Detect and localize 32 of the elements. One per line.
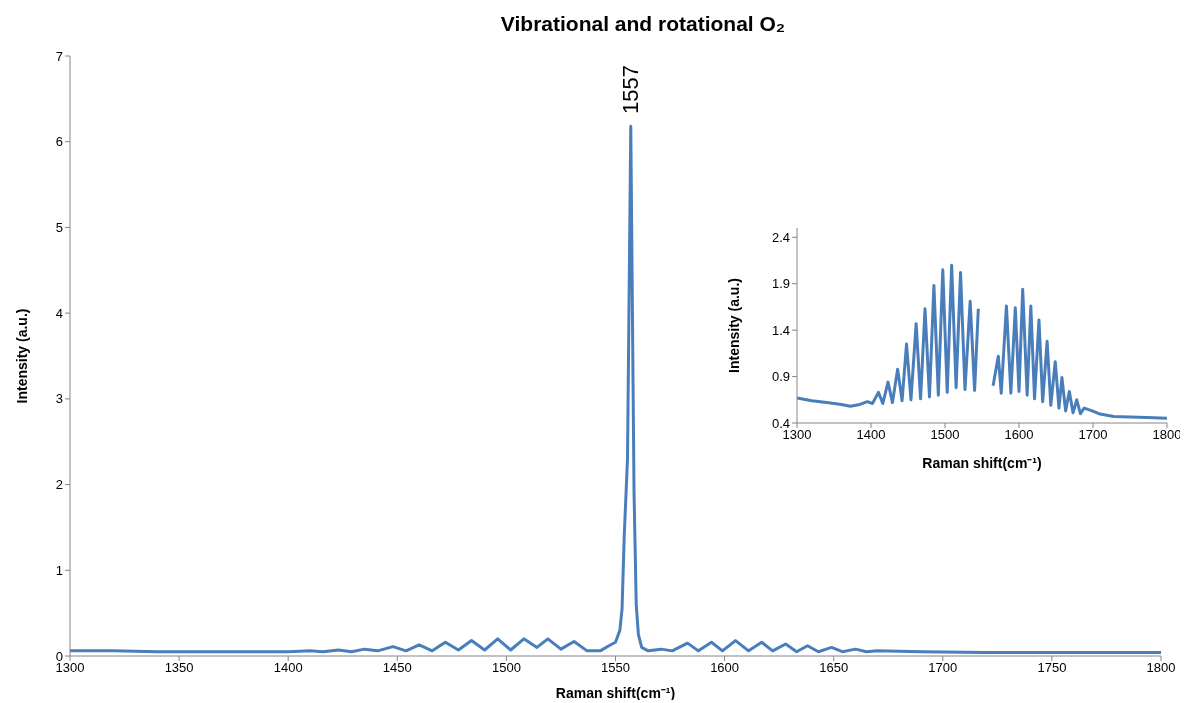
y-axis-title: Intensity (a.u.) [13,308,30,404]
y-tick-label: 2 [55,477,63,493]
y-tick-label: 5 [55,220,63,236]
y-tick-label: 6 [55,134,63,150]
x-tick-label: 1400 [273,660,303,676]
x-tick-label: 1650 [819,660,849,676]
x-axis-title: Raman shift(cm⁻¹) [555,685,676,701]
y-axis-title: Intensity (a.u.) [725,278,742,373]
x-tick-label: 1500 [491,660,521,676]
x-tick-label: 1450 [382,660,412,676]
x-tick-label: 1750 [1037,660,1067,676]
x-tick-label: 1350 [164,660,194,676]
y-tick-label: 4 [55,305,63,321]
y-tick-label: 2.4 [771,229,790,245]
y-tick-label: 1.4 [771,322,790,338]
x-tick-label: 1600 [710,660,740,676]
chart-title: Vibrational and rotational O₂ [499,12,787,36]
y-tick-label: 7 [55,48,63,64]
x-tick-label: 1400 [856,427,886,443]
x-tick-label: 1800 [1152,427,1182,443]
x-tick-label: 1700 [928,660,958,676]
y-tick-label: 0.9 [771,369,790,385]
annotation: 1557 [617,65,644,115]
y-tick-label: 3 [55,391,63,407]
x-tick-label: 1550 [601,660,630,676]
x-tick-label: 1700 [1078,427,1108,443]
x-axis-title: Raman shift(cm⁻¹) [922,455,1042,471]
y-tick-label: 1 [55,562,63,578]
x-tick-label: 1500 [930,427,960,443]
x-tick-label: 1600 [1004,427,1034,443]
x-tick-label: 1800 [1146,660,1176,676]
y-tick-label: 1.9 [771,276,790,292]
